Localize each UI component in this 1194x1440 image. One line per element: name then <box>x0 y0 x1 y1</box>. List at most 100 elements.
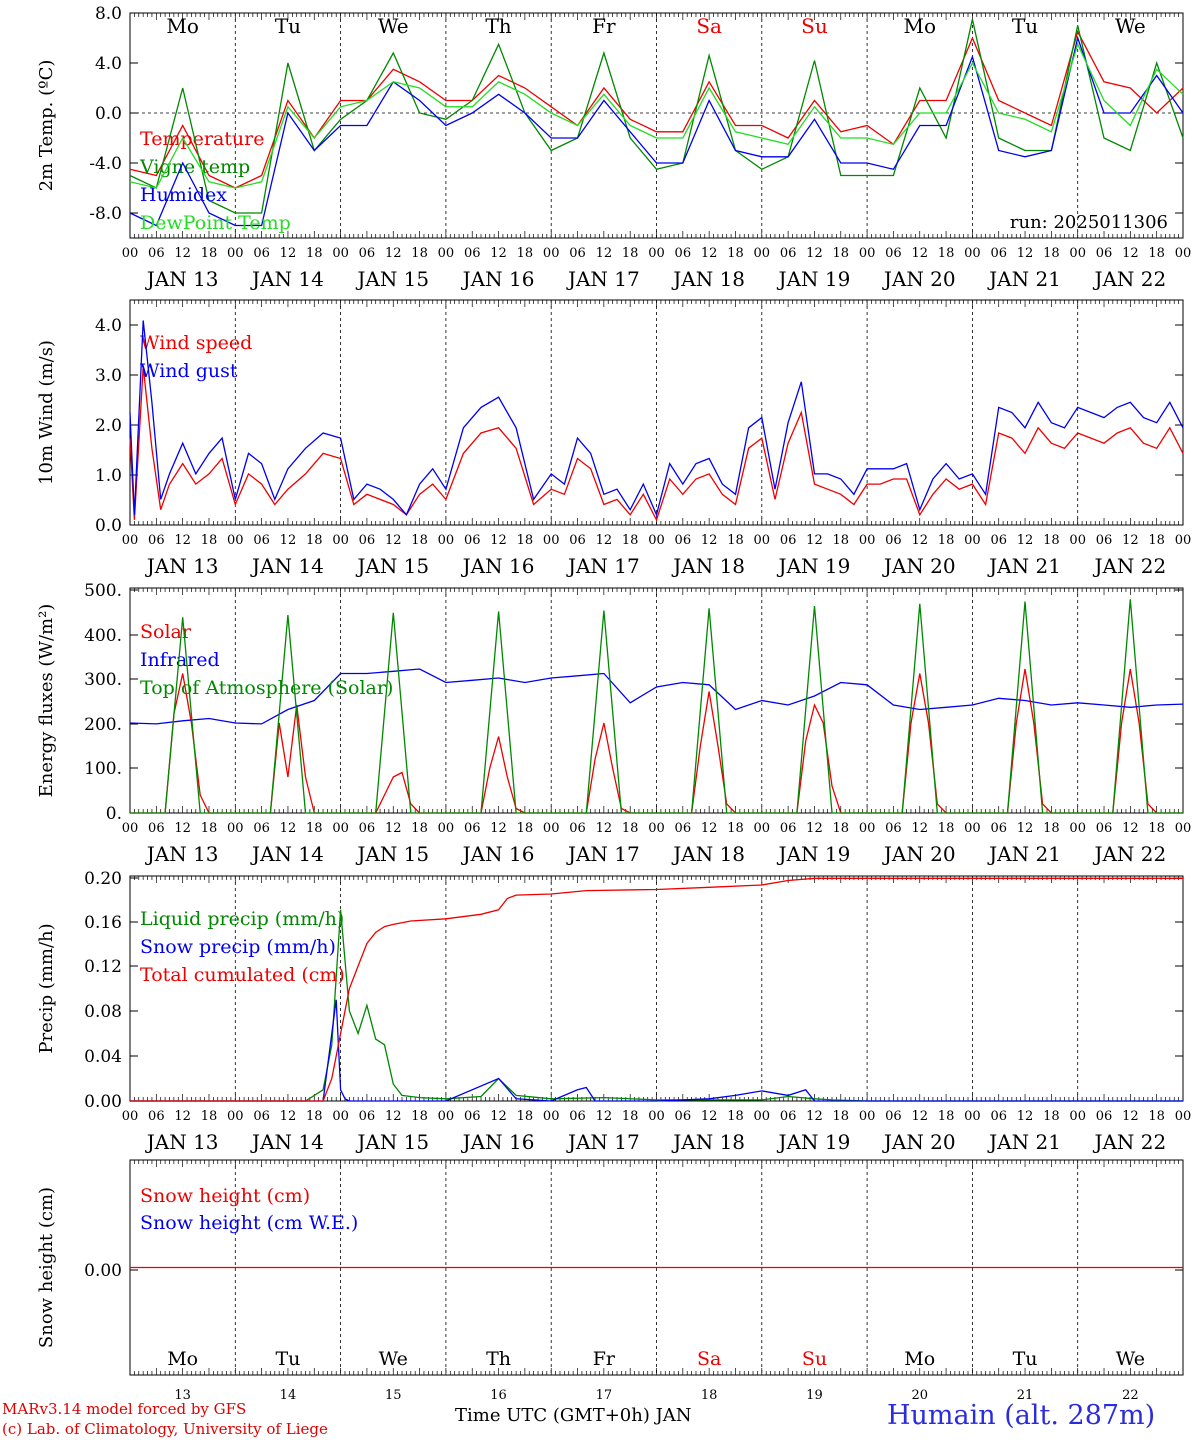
series-line <box>129 35 1184 227</box>
hour-tick-label: 18 <box>1148 1109 1165 1124</box>
hour-tick-label: 18 <box>517 1109 534 1124</box>
y-tick-label: 8.0 <box>95 4 122 24</box>
hour-tick-label: 18 <box>1043 246 1060 261</box>
hour-tick-label: 00 <box>964 821 981 836</box>
hour-tick-label: 18 <box>938 246 955 261</box>
hour-tick-label: 06 <box>780 821 797 836</box>
y-tick-label: 2.0 <box>95 416 122 436</box>
date-label: JAN 20 <box>882 267 956 291</box>
y-tick-label: 0.04 <box>84 1047 122 1067</box>
y-tick-label: 500. <box>84 581 122 601</box>
panel-frame <box>129 299 1184 526</box>
hour-tick-label: 12 <box>280 1109 297 1124</box>
hour-tick-label: 00 <box>438 246 455 261</box>
hour-tick-label: 06 <box>885 821 902 836</box>
hour-tick-label: 12 <box>806 1109 823 1124</box>
hour-tick-label: 00 <box>1175 246 1192 261</box>
hour-tick-label: 18 <box>306 533 323 548</box>
hour-tick-label: 12 <box>385 821 402 836</box>
hour-tick-label: 06 <box>885 246 902 261</box>
hour-tick-label: 12 <box>596 246 613 261</box>
hour-tick-label: 00 <box>332 821 349 836</box>
hour-tick-label: 18 <box>622 1109 639 1124</box>
run-label: run: 2025011306 <box>1010 212 1168 233</box>
hour-tick-label: 06 <box>148 533 165 548</box>
hour-tick-label: 12 <box>385 533 402 548</box>
legend-entry: Liquid precip (mm/h) <box>140 908 344 930</box>
date-label: JAN 20 <box>882 1130 956 1154</box>
hour-tick-label: 12 <box>701 246 718 261</box>
legend-entry: Infrared <box>140 649 220 671</box>
y-tick-label: 400. <box>84 626 122 646</box>
legend-entry: DewPoint Temp <box>140 212 291 234</box>
hour-tick-label: 06 <box>464 246 481 261</box>
hour-tick-label: 06 <box>675 533 692 548</box>
hour-tick-label: 18 <box>727 246 744 261</box>
weekday-label: We <box>379 1348 408 1370</box>
date-label: JAN 19 <box>777 842 851 866</box>
hour-tick-label: 00 <box>227 533 244 548</box>
date-label: JAN 21 <box>987 1130 1061 1154</box>
hour-tick-label: 00 <box>1069 821 1086 836</box>
hour-tick-label: 06 <box>675 246 692 261</box>
day-number-label: 16 <box>490 1388 507 1403</box>
day-number-label: 20 <box>911 1388 928 1403</box>
hour-tick-label: 00 <box>1069 246 1086 261</box>
hour-tick-label: 18 <box>306 246 323 261</box>
hour-tick-label: 00 <box>543 1109 560 1124</box>
hour-tick-label: 00 <box>227 1109 244 1124</box>
weekday-label: Th <box>485 14 511 38</box>
date-label: JAN 15 <box>355 1130 429 1154</box>
day-number-label: 15 <box>385 1388 402 1403</box>
date-label: JAN 19 <box>777 1130 851 1154</box>
date-label: JAN 22 <box>1092 1130 1166 1154</box>
hour-tick-label: 06 <box>253 246 270 261</box>
panel-frame <box>129 12 1184 239</box>
hour-tick-label: 12 <box>174 821 191 836</box>
legend-entry: Vigne temp <box>139 156 250 178</box>
hour-tick-label: 18 <box>938 821 955 836</box>
hour-tick-label: 06 <box>569 246 586 261</box>
hour-tick-label: 00 <box>754 821 771 836</box>
date-label: JAN 18 <box>671 554 745 578</box>
weekday-label: We <box>1115 14 1146 38</box>
hour-tick-label: 12 <box>385 246 402 261</box>
date-label: JAN 18 <box>671 1130 745 1154</box>
hour-tick-label: 06 <box>1096 821 1113 836</box>
hour-tick-label: 18 <box>833 821 850 836</box>
weekday-label: Fr <box>593 1348 616 1370</box>
weekday-label: Fr <box>592 14 616 38</box>
legend-entry: Total cumulated (cm) <box>140 964 345 986</box>
date-label: JAN 21 <box>987 554 1061 578</box>
hour-tick-label: 18 <box>201 533 218 548</box>
hour-tick-label: 00 <box>1069 1109 1086 1124</box>
series-line <box>130 909 1183 1102</box>
y-tick-label: 0.12 <box>84 957 122 977</box>
hour-tick-label: 06 <box>148 821 165 836</box>
hour-tick-label: 06 <box>464 1109 481 1124</box>
hour-tick-label: 18 <box>1148 533 1165 548</box>
date-label: JAN 22 <box>1092 554 1166 578</box>
hour-tick-label: 00 <box>543 246 560 261</box>
hour-tick-label: 12 <box>1122 533 1139 548</box>
y-axis-title: Snow height (cm) <box>36 1187 57 1348</box>
y-axis-title: Precip (mm/h) <box>36 923 57 1053</box>
hour-tick-label: 00 <box>1069 533 1086 548</box>
hour-tick-label: 18 <box>833 246 850 261</box>
hour-tick-label: 06 <box>990 533 1007 548</box>
hour-tick-label: 06 <box>359 1109 376 1124</box>
date-label: JAN 20 <box>882 842 956 866</box>
weekday-label: Mo <box>166 14 199 38</box>
hour-tick-label: 18 <box>622 246 639 261</box>
hour-tick-label: 18 <box>201 246 218 261</box>
date-label: JAN 19 <box>777 267 851 291</box>
hour-tick-label: 12 <box>280 533 297 548</box>
date-label: JAN 16 <box>461 267 535 291</box>
date-label: JAN 14 <box>250 267 324 291</box>
hour-tick-label: 18 <box>727 533 744 548</box>
date-label: JAN 17 <box>566 842 640 866</box>
legend-entry: Snow precip (mm/h) <box>140 936 336 958</box>
date-label: JAN 13 <box>145 1130 219 1154</box>
hour-tick-label: 12 <box>911 533 928 548</box>
hour-tick-label: 06 <box>359 821 376 836</box>
